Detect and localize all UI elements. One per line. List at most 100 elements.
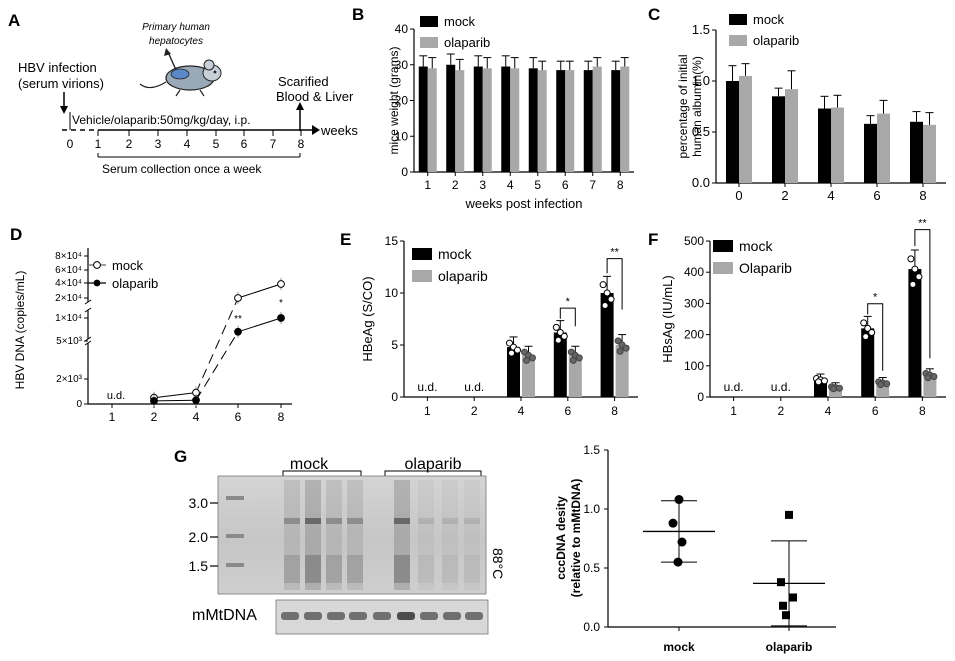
axis-break-mark [84, 336, 92, 342]
y-tick-label: 5 [391, 338, 398, 352]
x-tick-label: 6 [235, 410, 242, 424]
ladder-band [226, 534, 244, 538]
mmtdna-band [443, 612, 461, 620]
data-point-olaparib [785, 510, 793, 519]
data-point-mock [677, 537, 687, 547]
timeline-tick-label: 4 [184, 137, 191, 151]
data-point-mock [860, 319, 868, 327]
y-tick-label: 0 [401, 165, 408, 179]
bar-olaparib [427, 68, 437, 172]
data-point-mock [506, 339, 513, 347]
x-tick-label: 0 [735, 188, 742, 203]
x-tick-label: 2 [471, 404, 478, 418]
data-point-olaparib [569, 356, 577, 364]
bar-olaparib [829, 387, 842, 397]
panel-b: B 0 10 20 30 40 1 2 3 4 5 6 7 8 mice weight (grams) we… [352, 5, 634, 211]
bar-olaparib [565, 70, 575, 172]
undetected-label: u.d. [417, 380, 437, 394]
blot-smear [305, 555, 321, 583]
y-tick-label: 0.0 [692, 175, 710, 190]
legend-swatch-mock [713, 240, 733, 252]
blot-lane [326, 480, 342, 590]
y-tick-label: 300 [684, 296, 704, 310]
timeline-tick-label: 1 [95, 137, 102, 151]
bar-olaparib [785, 89, 798, 183]
blot-smear [347, 555, 363, 583]
significance-label: ** [277, 314, 285, 325]
blot-lane [442, 480, 458, 590]
size-marker-label: 2.0 [189, 529, 209, 545]
bar-mock [908, 269, 922, 397]
timeline-arrow-icon [312, 125, 320, 135]
legend-swatch-olaparib [729, 35, 747, 46]
x-tick-label: 5 [534, 178, 541, 192]
x-tick-label: 4 [827, 188, 834, 203]
x-tick-label: 4 [518, 404, 525, 418]
x-tick-label: 1 [730, 404, 737, 418]
data-point-mock [560, 332, 568, 340]
infection-label-1: HBV infection [18, 60, 97, 75]
x-tick-label: 4 [825, 404, 832, 418]
y-axis-label: HBsAg (IU/mL) [660, 275, 675, 362]
y-tick-label: 15 [385, 234, 399, 248]
series-line-mock [153, 392, 197, 399]
legend-swatch-olaparib [713, 262, 733, 274]
bar-mock [528, 68, 538, 172]
bar-mock [446, 64, 456, 172]
legend-label-olaparib: olaparib [438, 268, 488, 284]
legend-label-olaparib: Olaparib [739, 260, 792, 276]
legend-label-olaparib: olaparib [112, 276, 158, 291]
legend-label-mock: mock [444, 14, 476, 29]
legend-swatch-olaparib [420, 37, 438, 48]
data-point-mock [909, 280, 917, 288]
data-point-olaparib [830, 385, 837, 393]
timeline-tick-label: 2 [126, 137, 133, 151]
blot-smear [326, 555, 342, 583]
bar-olaparib [510, 68, 520, 172]
y-tick-label: 1.0 [692, 73, 710, 88]
x-tick-label: 8 [278, 410, 285, 424]
panel-a: A Primary human hepatocytes HBV infectio… [8, 11, 358, 176]
bar-mock [611, 70, 621, 172]
bar-olaparib [615, 345, 629, 397]
blot-band [394, 518, 410, 524]
bar-mock [772, 96, 785, 183]
data-point-olaparib [789, 593, 797, 602]
mmtdna-band [420, 612, 438, 620]
blot-smear [418, 555, 434, 583]
data-point-olaparib [836, 384, 843, 392]
legend-label-olaparib: olaparib [444, 35, 490, 50]
treatment-label: Vehicle/olaparib:50mg/kg/day, i.p. [72, 113, 251, 127]
data-point-olaparib [930, 372, 938, 380]
y-tick-label: 30 [395, 58, 409, 72]
data-point-olaparib [277, 314, 285, 322]
data-point-mock [514, 346, 521, 354]
significance-bracket-label: * [566, 296, 571, 308]
blot-group-mock: mock [290, 456, 329, 473]
x-tick-label: 2 [452, 178, 459, 192]
bar-olaparib [568, 355, 582, 397]
bar-mock [507, 347, 520, 397]
series-line-mock [237, 283, 282, 299]
blot-smear [284, 555, 300, 583]
data-point-olaparib [614, 337, 622, 345]
blot-lane [284, 480, 300, 590]
blot-lane [418, 480, 434, 590]
data-point-mock [599, 281, 607, 289]
panel-label-e: E [340, 230, 351, 249]
bar-mock [910, 121, 923, 183]
timeline-tick-label: 7 [270, 137, 277, 151]
series-line-olaparib [237, 317, 282, 333]
x-tick-label: 7 [589, 178, 596, 192]
significance-bracket [914, 229, 931, 359]
blot-band [442, 518, 458, 524]
data-point-mock [668, 518, 678, 528]
data-point-olaparib [777, 578, 785, 587]
blot-band [464, 518, 480, 524]
x-tick-label: 4 [193, 410, 200, 424]
legend-marker-mock [93, 261, 101, 269]
size-marker-label: 1.5 [189, 558, 209, 574]
y-tick-label: 6×10⁴ [55, 265, 82, 276]
data-point-olaparib [877, 381, 885, 389]
